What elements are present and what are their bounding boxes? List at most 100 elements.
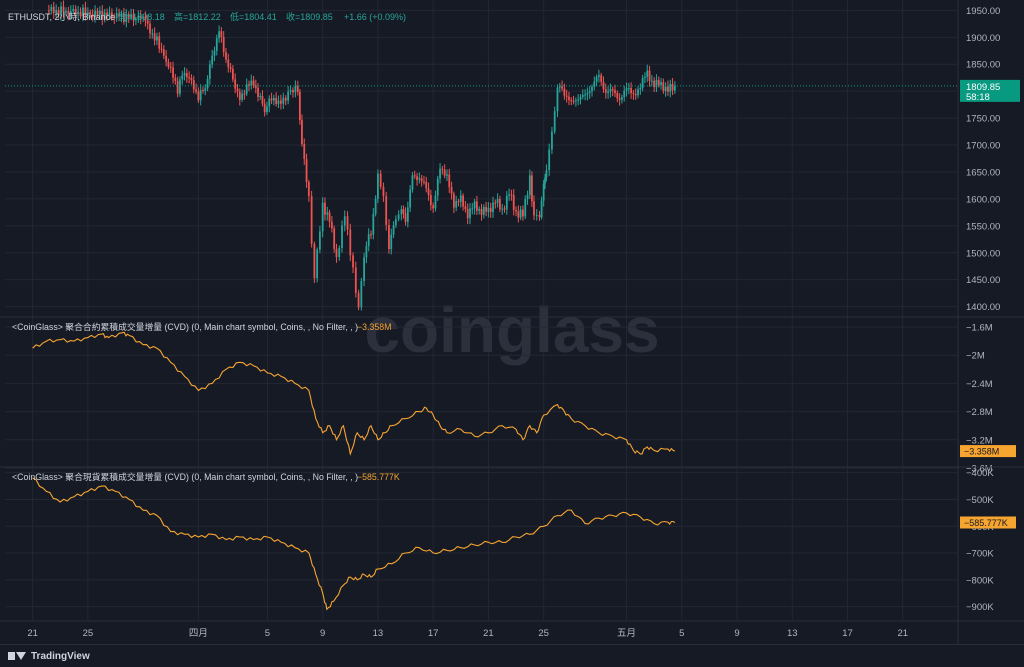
candle-body bbox=[561, 86, 563, 89]
candle-body bbox=[544, 177, 546, 184]
candle-body bbox=[215, 38, 218, 51]
candle-body bbox=[349, 229, 352, 256]
candle-body bbox=[261, 96, 264, 104]
y-tick-label: −2.8M bbox=[966, 407, 993, 418]
candle-body bbox=[330, 221, 333, 229]
candle-body bbox=[122, 13, 125, 22]
candle-body bbox=[667, 86, 669, 92]
candle-body bbox=[423, 181, 425, 183]
candle-body bbox=[528, 175, 531, 195]
x-tick-label: 13 bbox=[787, 628, 798, 639]
candle-body bbox=[69, 11, 72, 15]
candle-body bbox=[482, 206, 485, 215]
candle-body bbox=[600, 75, 603, 82]
candle-body bbox=[252, 80, 255, 86]
candle-body bbox=[374, 198, 377, 214]
candle-body bbox=[669, 83, 672, 92]
cvd-last-tag bbox=[960, 445, 1016, 458]
candle-body bbox=[229, 67, 232, 69]
y-tick-label: 1700.00 bbox=[966, 141, 1000, 152]
candle-body bbox=[77, 11, 80, 15]
candle-body bbox=[480, 208, 483, 215]
candle-body bbox=[632, 93, 635, 95]
candle-body bbox=[106, 12, 108, 16]
candle-body bbox=[181, 75, 184, 80]
legend-low: 低=1804.41 bbox=[230, 11, 277, 22]
candle-body bbox=[604, 89, 607, 93]
candle-body bbox=[156, 36, 158, 41]
candle-body bbox=[427, 188, 430, 195]
candle-body bbox=[74, 9, 77, 15]
candle-body bbox=[618, 98, 621, 100]
candle-body bbox=[464, 206, 467, 209]
candle-body bbox=[338, 247, 341, 258]
candle-body bbox=[158, 36, 161, 49]
x-tick-label: 17 bbox=[842, 628, 853, 639]
candle-body bbox=[648, 70, 651, 81]
y-tick-label: −500K bbox=[966, 495, 994, 506]
candle-body bbox=[346, 216, 349, 230]
candle-body bbox=[588, 91, 591, 94]
y-tick-label: −400K bbox=[966, 468, 994, 479]
candle-body bbox=[328, 212, 331, 222]
candle-body bbox=[404, 213, 407, 222]
y-tick-label: −1.6M bbox=[966, 323, 993, 334]
tradingview-brand[interactable]: TradingView bbox=[8, 649, 90, 663]
candle-body bbox=[275, 98, 278, 104]
candle-body bbox=[413, 175, 416, 177]
candle-body bbox=[363, 257, 366, 281]
candle-body bbox=[60, 6, 62, 16]
candle-body bbox=[538, 214, 541, 218]
candle-body bbox=[234, 79, 237, 89]
cvd-line-series bbox=[32, 477, 676, 611]
candle-body bbox=[548, 149, 551, 171]
candle-body bbox=[130, 14, 133, 18]
y-tick-label: −900K bbox=[966, 602, 994, 613]
candle-body bbox=[245, 84, 248, 94]
x-tick-label: 21 bbox=[483, 628, 494, 639]
candle-body bbox=[602, 81, 605, 90]
candle-body bbox=[360, 280, 363, 308]
candle-body bbox=[296, 86, 299, 92]
chart-svg[interactable]: coinglass1950.001900.001850.001800.00175… bbox=[0, 0, 1024, 644]
candle-body bbox=[639, 87, 642, 90]
candle-body bbox=[621, 97, 623, 100]
y-tick-label: −2.4M bbox=[966, 379, 993, 390]
candle-body bbox=[326, 212, 329, 215]
legend-high: 高=1812.22 bbox=[174, 11, 221, 22]
candle-body bbox=[263, 103, 266, 113]
candle-body bbox=[238, 91, 241, 100]
candle-body bbox=[272, 98, 275, 101]
y-tick-label: 1550.00 bbox=[966, 221, 1000, 232]
candle-body bbox=[473, 201, 476, 209]
countdown-label: 58:18 bbox=[966, 92, 990, 103]
candle-body bbox=[519, 209, 522, 218]
candle-body bbox=[169, 66, 172, 68]
candle-body bbox=[565, 95, 568, 97]
candle-body bbox=[609, 89, 612, 92]
candle-body bbox=[213, 50, 216, 56]
candle-body bbox=[450, 187, 453, 194]
candle-body bbox=[108, 12, 111, 16]
candle-body bbox=[197, 91, 200, 101]
candle-body bbox=[392, 225, 395, 235]
candle-body bbox=[236, 88, 239, 92]
candle-body bbox=[459, 195, 462, 202]
candle-body bbox=[655, 80, 658, 88]
candle-body bbox=[352, 255, 354, 268]
candle-body bbox=[377, 173, 379, 199]
candle-body bbox=[503, 208, 506, 210]
candle-body bbox=[455, 201, 458, 208]
cvd-legend-value: −585.777K bbox=[357, 472, 400, 482]
candle-body bbox=[176, 80, 179, 94]
candle-body bbox=[135, 19, 137, 21]
candle-body bbox=[545, 170, 548, 178]
candle-body bbox=[287, 91, 290, 101]
candle-body bbox=[466, 208, 469, 219]
legend-change: +1.66 (+0.09%) bbox=[344, 12, 406, 22]
candle-body bbox=[478, 208, 481, 211]
candle-body bbox=[254, 85, 257, 88]
y-tick-label: 1750.00 bbox=[966, 114, 1000, 125]
candle-body bbox=[452, 193, 455, 208]
